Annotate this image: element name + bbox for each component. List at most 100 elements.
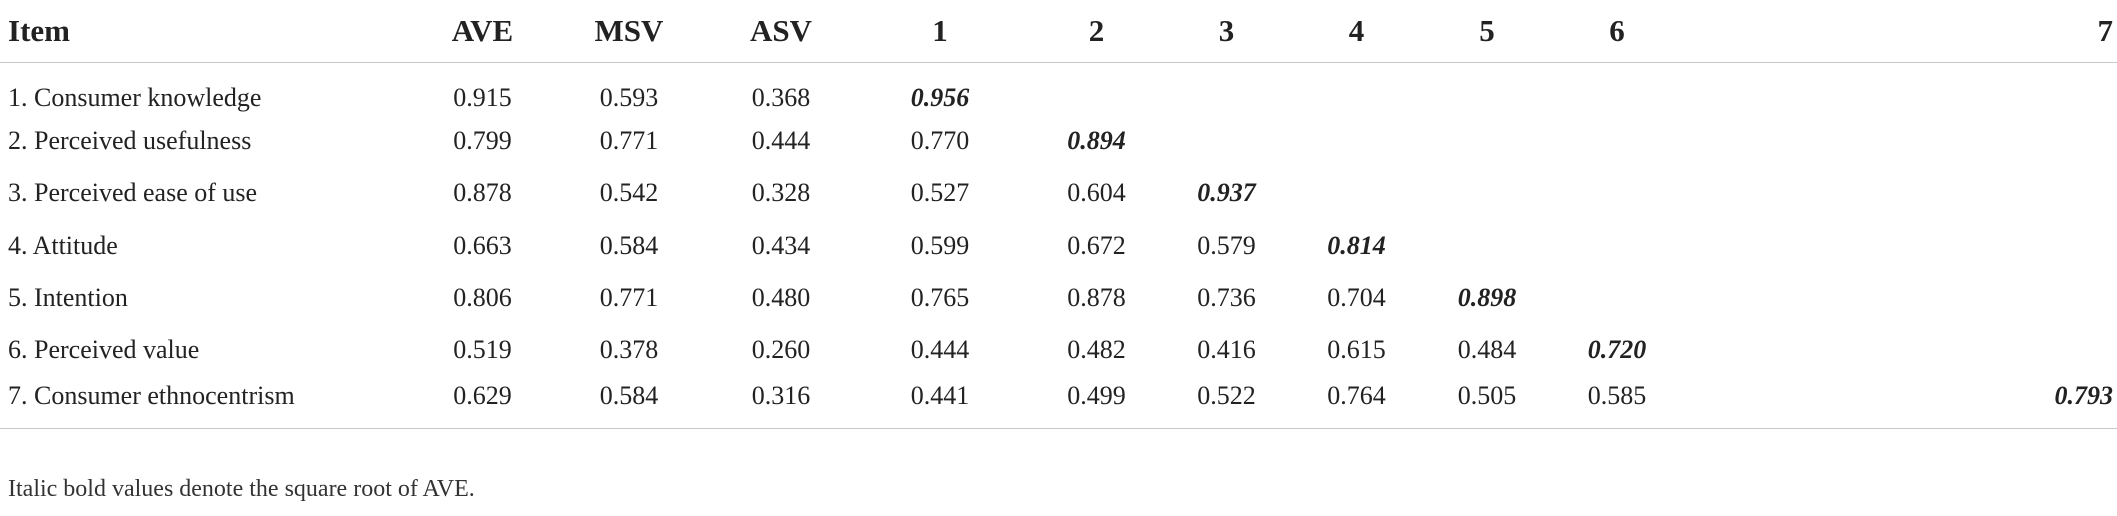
cell-item: 2. Perceived usefulness — [8, 125, 252, 155]
cell-col-5: 0.505 — [1422, 376, 1552, 430]
cell-col-7 — [1682, 167, 2117, 219]
correlation-table: Item AVE MSV ASV 1 2 3 4 5 6 7 1. Consum… — [0, 0, 2117, 430]
cell-col-3: 0.579 — [1197, 230, 1256, 260]
cell-item: 5. Intention — [8, 282, 128, 312]
cell-msv: 0.378 — [599, 335, 659, 365]
cell-col-6 — [1552, 63, 1682, 115]
cell-ave: 0.915 — [453, 82, 512, 112]
cell-col-6: 0.720 — [1587, 335, 1647, 365]
cell-col-6 — [1552, 272, 1682, 324]
cell-col-2: 0.672 — [1067, 230, 1126, 260]
cell-item: 6. Perceived value — [8, 335, 200, 365]
header-col-3: 3 — [1162, 0, 1291, 63]
cell-col-7 — [1682, 115, 2117, 167]
table-footnote: Italic bold values denote the square roo… — [8, 476, 475, 502]
table-row: 2. Perceived usefulness 0.799 0.771 0.444 0.… — [0, 115, 2117, 167]
table-row: 6. Perceived value 0.519 0.378 0.260 0.444 0.… — [0, 324, 2117, 376]
cell-col-7 — [1682, 219, 2117, 271]
header-col-5: 5 — [1422, 0, 1552, 63]
table-row: 4. Attitude 0.663 0.584 0.434 0.599 0.672 0.57… — [0, 219, 2117, 271]
cell-col-1: 0.770 — [910, 125, 970, 155]
table-row: 3. Perceived ease of use 0.878 0.542 0.328 0… — [0, 167, 2117, 219]
cell-asv: 0.260 — [751, 335, 811, 365]
cell-msv: 0.584 — [599, 230, 659, 260]
cell-col-1: 0.441 — [849, 376, 1031, 430]
cell-col-4: 0.615 — [1327, 335, 1386, 365]
cell-col-7 — [1682, 324, 2117, 376]
header-msv: MSV — [545, 0, 713, 63]
header-item: Item — [0, 0, 420, 63]
cell-msv: 0.542 — [599, 178, 659, 208]
cell-col-7: 0.793 — [1682, 376, 2117, 430]
cell-col-3: 0.937 — [1197, 178, 1256, 208]
cell-asv: 0.434 — [751, 230, 811, 260]
cell-col-4 — [1291, 63, 1422, 115]
cell-col-4: 0.704 — [1327, 282, 1386, 312]
cell-asv: 0.328 — [751, 178, 811, 208]
correlation-table-container: Item AVE MSV ASV 1 2 3 4 5 6 7 1. Consum… — [0, 0, 2117, 430]
cell-col-3 — [1162, 63, 1291, 115]
cell-col-5 — [1422, 115, 1552, 167]
cell-msv: 0.771 — [599, 125, 659, 155]
cell-col-2: 0.604 — [1067, 178, 1126, 208]
cell-col-5: 0.898 — [1457, 282, 1517, 312]
cell-ave: 0.663 — [453, 230, 512, 260]
cell-col-3: 0.522 — [1162, 376, 1291, 430]
cell-col-3 — [1162, 115, 1291, 167]
cell-col-4 — [1291, 167, 1422, 219]
cell-asv: 0.368 — [751, 82, 811, 112]
cell-msv: 0.593 — [599, 82, 659, 112]
cell-col-3: 0.416 — [1197, 335, 1256, 365]
cell-col-1: 0.599 — [910, 230, 970, 260]
cell-col-5 — [1422, 219, 1552, 271]
header-col-2: 2 — [1031, 0, 1162, 63]
cell-col-1: 0.444 — [910, 335, 970, 365]
cell-col-2: 0.894 — [1067, 125, 1126, 155]
cell-item: 7. Consumer ethnocentrism — [0, 376, 420, 430]
cell-msv: 0.771 — [599, 282, 659, 312]
header-asv: ASV — [713, 0, 849, 63]
cell-col-6: 0.585 — [1552, 376, 1682, 430]
cell-col-6 — [1552, 219, 1682, 271]
header-col-4: 4 — [1291, 0, 1422, 63]
cell-col-1: 0.765 — [910, 282, 970, 312]
header-col-1: 1 — [849, 0, 1031, 63]
cell-item: 3. Perceived ease of use — [8, 178, 258, 208]
cell-col-3: 0.736 — [1197, 282, 1256, 312]
table-row: 5. Intention 0.806 0.771 0.480 0.765 0.878 0.7… — [0, 272, 2117, 324]
cell-col-4: 0.814 — [1327, 230, 1386, 260]
cell-col-5 — [1422, 63, 1552, 115]
cell-col-2: 0.878 — [1067, 282, 1126, 312]
cell-ave: 0.806 — [453, 282, 512, 312]
header-ave: AVE — [420, 0, 545, 63]
cell-col-6 — [1552, 115, 1682, 167]
cell-col-5: 0.484 — [1457, 335, 1517, 365]
cell-col-7 — [1682, 63, 2117, 115]
header-row: Item AVE MSV ASV 1 2 3 4 5 6 7 — [0, 0, 2117, 63]
cell-ave: 0.629 — [420, 376, 545, 430]
cell-col-4 — [1291, 115, 1422, 167]
cell-col-2: 0.499 — [1031, 376, 1162, 430]
table-row: 1. Consumer knowledge 0.915 0.593 0.368 0.95… — [0, 63, 2117, 115]
cell-item: 1. Consumer knowledge — [8, 82, 262, 112]
cell-col-1: 0.956 — [910, 82, 970, 112]
cell-ave: 0.519 — [453, 335, 512, 365]
header-col-6: 6 — [1552, 0, 1682, 63]
table-row: 7. Consumer ethnocentrism 0.629 0.584 0.316… — [0, 376, 2117, 430]
cell-col-4: 0.764 — [1291, 376, 1422, 430]
cell-col-7 — [1682, 272, 2117, 324]
cell-ave: 0.878 — [453, 178, 512, 208]
cell-msv: 0.584 — [545, 376, 713, 430]
cell-col-2 — [1031, 63, 1162, 115]
cell-ave: 0.799 — [453, 125, 512, 155]
table-body: 1. Consumer knowledge 0.915 0.593 0.368 0.95… — [0, 63, 2117, 430]
cell-col-6 — [1552, 167, 1682, 219]
cell-asv: 0.444 — [751, 125, 811, 155]
header-col-7: 7 — [1682, 0, 2117, 63]
cell-col-5 — [1422, 167, 1552, 219]
cell-asv: 0.480 — [751, 282, 811, 312]
cell-col-2: 0.482 — [1067, 335, 1126, 365]
cell-col-1: 0.527 — [910, 178, 970, 208]
cell-asv: 0.316 — [713, 376, 849, 430]
cell-item: 4. Attitude — [8, 230, 118, 260]
